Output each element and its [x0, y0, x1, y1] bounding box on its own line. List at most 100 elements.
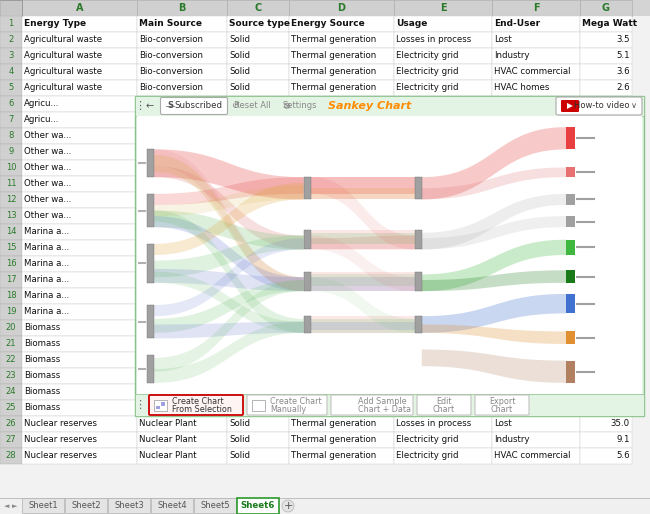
- Bar: [394, 16, 492, 32]
- Polygon shape: [422, 168, 566, 199]
- Text: Other wa...: Other wa...: [24, 179, 72, 189]
- Text: 1.8: 1.8: [616, 211, 630, 221]
- Bar: [156, 406, 160, 409]
- Bar: [289, 432, 394, 448]
- Bar: [227, 160, 289, 176]
- Text: Source type: Source type: [229, 20, 290, 28]
- Bar: [0, 336, 22, 352]
- Text: 2: 2: [8, 35, 14, 45]
- Bar: [304, 177, 311, 199]
- Bar: [394, 400, 492, 416]
- Text: Solid: Solid: [229, 419, 250, 429]
- Bar: [22, 112, 137, 128]
- Bar: [22, 240, 137, 256]
- Bar: [394, 80, 492, 96]
- Bar: [147, 150, 154, 177]
- Text: 0.4: 0.4: [616, 388, 630, 396]
- Polygon shape: [422, 240, 566, 291]
- Polygon shape: [311, 230, 415, 249]
- Bar: [394, 256, 492, 272]
- Bar: [137, 256, 227, 272]
- Bar: [289, 304, 394, 320]
- Bar: [394, 288, 492, 304]
- Polygon shape: [311, 233, 415, 244]
- Text: Thermal generation: Thermal generation: [291, 83, 376, 93]
- Text: 25: 25: [6, 403, 16, 413]
- Text: 23: 23: [6, 372, 16, 380]
- Bar: [580, 16, 632, 32]
- Bar: [566, 361, 575, 383]
- Text: Sheet1: Sheet1: [28, 502, 58, 510]
- Polygon shape: [154, 272, 304, 333]
- Bar: [394, 64, 492, 80]
- Bar: [415, 177, 422, 199]
- Bar: [566, 168, 575, 177]
- Bar: [0, 32, 22, 48]
- Bar: [580, 304, 632, 320]
- Text: Thermal generation: Thermal generation: [291, 435, 376, 445]
- Polygon shape: [311, 274, 415, 286]
- Text: 3: 3: [8, 51, 14, 61]
- Bar: [0, 448, 22, 464]
- Bar: [415, 230, 422, 249]
- Bar: [580, 240, 632, 256]
- Bar: [289, 288, 394, 304]
- Text: Lost: Lost: [494, 419, 512, 429]
- Polygon shape: [422, 324, 566, 344]
- Bar: [415, 316, 422, 333]
- Bar: [580, 288, 632, 304]
- Bar: [137, 368, 227, 384]
- Bar: [492, 176, 580, 192]
- Text: ◄: ◄: [5, 503, 10, 509]
- Bar: [492, 96, 580, 112]
- Text: Other wa...: Other wa...: [24, 195, 72, 205]
- Text: ►: ►: [12, 503, 18, 509]
- Text: 0.1: 0.1: [616, 403, 630, 413]
- Text: 0.3: 0.3: [616, 323, 630, 333]
- Bar: [227, 48, 289, 64]
- Text: Biomass: Biomass: [24, 372, 60, 380]
- Bar: [304, 272, 311, 291]
- Text: Electricity grid: Electricity grid: [396, 83, 458, 93]
- Text: Biomass: Biomass: [24, 403, 60, 413]
- Bar: [227, 432, 289, 448]
- Bar: [0, 16, 22, 32]
- Text: 3.4: 3.4: [616, 179, 630, 189]
- Text: 3.8: 3.8: [616, 148, 630, 156]
- Bar: [289, 224, 394, 240]
- Text: Nuclear Plant: Nuclear Plant: [139, 451, 196, 461]
- Bar: [227, 288, 289, 304]
- Text: 3.4: 3.4: [616, 100, 630, 108]
- Circle shape: [282, 500, 294, 512]
- Text: F: F: [533, 3, 540, 13]
- Bar: [580, 400, 632, 416]
- Bar: [22, 448, 137, 464]
- Bar: [580, 80, 632, 96]
- Bar: [580, 432, 632, 448]
- Text: 0.5: 0.5: [616, 340, 630, 348]
- Bar: [227, 336, 289, 352]
- Polygon shape: [422, 127, 566, 199]
- Bar: [0, 432, 22, 448]
- Bar: [492, 256, 580, 272]
- Text: 2.6: 2.6: [616, 83, 630, 93]
- Bar: [394, 240, 492, 256]
- Bar: [0, 0, 650, 16]
- Bar: [580, 64, 632, 80]
- Text: 20: 20: [6, 323, 16, 333]
- Text: Agricultural waste: Agricultural waste: [24, 67, 102, 77]
- Bar: [227, 400, 289, 416]
- Bar: [289, 16, 394, 32]
- Text: ∨: ∨: [631, 101, 637, 111]
- Bar: [289, 192, 394, 208]
- Text: 5: 5: [8, 83, 14, 93]
- Bar: [492, 336, 580, 352]
- Bar: [492, 112, 580, 128]
- Text: 0.2: 0.2: [616, 372, 630, 380]
- Polygon shape: [311, 235, 415, 291]
- Polygon shape: [311, 177, 415, 249]
- Polygon shape: [154, 166, 304, 249]
- Bar: [151, 498, 193, 513]
- Bar: [289, 384, 394, 400]
- Text: 8: 8: [8, 132, 14, 140]
